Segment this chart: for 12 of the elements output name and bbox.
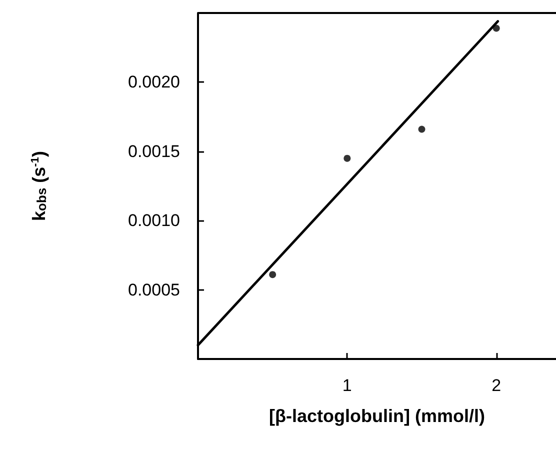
point	[269, 271, 276, 278]
x-axis-title: [β-lactoglobulin] (mmol/l)	[269, 406, 485, 426]
y-axis-title: kobs (s-1)	[29, 151, 49, 221]
x-tick-label: 2	[492, 376, 502, 395]
point	[418, 126, 426, 133]
y-tick-label: 0.0005	[128, 280, 180, 300]
point	[344, 154, 351, 162]
y-tick-label: 0.0015	[128, 142, 180, 161]
x-tick-label: 1	[342, 376, 352, 395]
point	[492, 24, 500, 32]
y-tick-label: 0.0020	[128, 72, 180, 92]
y-tick-label: 0.0010	[128, 211, 180, 230]
